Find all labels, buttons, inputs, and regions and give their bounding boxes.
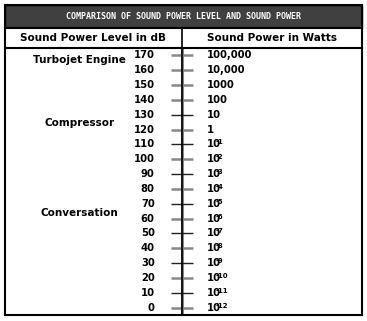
Text: 10: 10 [207, 110, 221, 120]
Text: 1: 1 [207, 125, 214, 134]
Text: -10: -10 [216, 273, 229, 279]
Bar [5, 5, 362, 28]
Text: 10: 10 [207, 258, 221, 268]
Text: 130: 130 [134, 110, 155, 120]
Text: 90: 90 [141, 169, 155, 179]
Text: Conversation: Conversation [40, 208, 118, 218]
Text: 10: 10 [207, 184, 221, 194]
Text: 10: 10 [207, 229, 221, 239]
Bar [5, 48, 362, 315]
Text: 20: 20 [141, 273, 155, 283]
Text: 10: 10 [207, 213, 221, 224]
Text: 1000: 1000 [207, 80, 235, 90]
Text: 40: 40 [141, 243, 155, 253]
Text: -1: -1 [216, 139, 224, 145]
Text: Compressor: Compressor [44, 117, 114, 128]
Text: 100: 100 [134, 154, 155, 164]
Text: 80: 80 [141, 184, 155, 194]
Text: -5: -5 [216, 199, 224, 205]
Text: 30: 30 [141, 258, 155, 268]
Text: 10: 10 [207, 273, 221, 283]
Text: 50: 50 [141, 229, 155, 239]
Text: 70: 70 [141, 199, 155, 209]
Text: 10: 10 [207, 139, 221, 149]
Text: COMPARISON OF SOUND POWER LEVEL AND SOUND POWER: COMPARISON OF SOUND POWER LEVEL AND SOUN… [66, 12, 301, 21]
Text: -6: -6 [216, 213, 224, 220]
Text: -7: -7 [216, 229, 224, 234]
Text: -9: -9 [216, 258, 224, 264]
Text: 60: 60 [141, 213, 155, 224]
Text: -12: -12 [216, 303, 228, 308]
Text: 120: 120 [134, 125, 155, 134]
Text: 150: 150 [134, 80, 155, 90]
Text: Sound Power Level in dB: Sound Power Level in dB [20, 33, 166, 43]
Text: 100: 100 [207, 95, 228, 105]
Text: -2: -2 [216, 154, 224, 160]
Text: -11: -11 [216, 288, 229, 294]
Bar [5, 28, 362, 48]
Text: 10: 10 [207, 199, 221, 209]
Text: 0: 0 [148, 303, 155, 313]
Text: 10: 10 [207, 169, 221, 179]
Text: 110: 110 [134, 139, 155, 149]
Text: 100,000: 100,000 [207, 50, 252, 60]
Text: -8: -8 [216, 243, 224, 249]
Text: 10: 10 [207, 288, 221, 298]
Text: -4: -4 [216, 184, 224, 190]
Text: Sound Power in Watts: Sound Power in Watts [207, 33, 337, 43]
Text: 160: 160 [134, 65, 155, 75]
Text: 10: 10 [207, 154, 221, 164]
Text: 170: 170 [134, 50, 155, 60]
Text: -3: -3 [216, 169, 224, 175]
Text: 140: 140 [134, 95, 155, 105]
Text: 10: 10 [141, 288, 155, 298]
Text: 10: 10 [207, 303, 221, 313]
Text: 10: 10 [207, 243, 221, 253]
Text: Turbojet Engine: Turbojet Engine [33, 55, 126, 65]
Text: 10,000: 10,000 [207, 65, 245, 75]
